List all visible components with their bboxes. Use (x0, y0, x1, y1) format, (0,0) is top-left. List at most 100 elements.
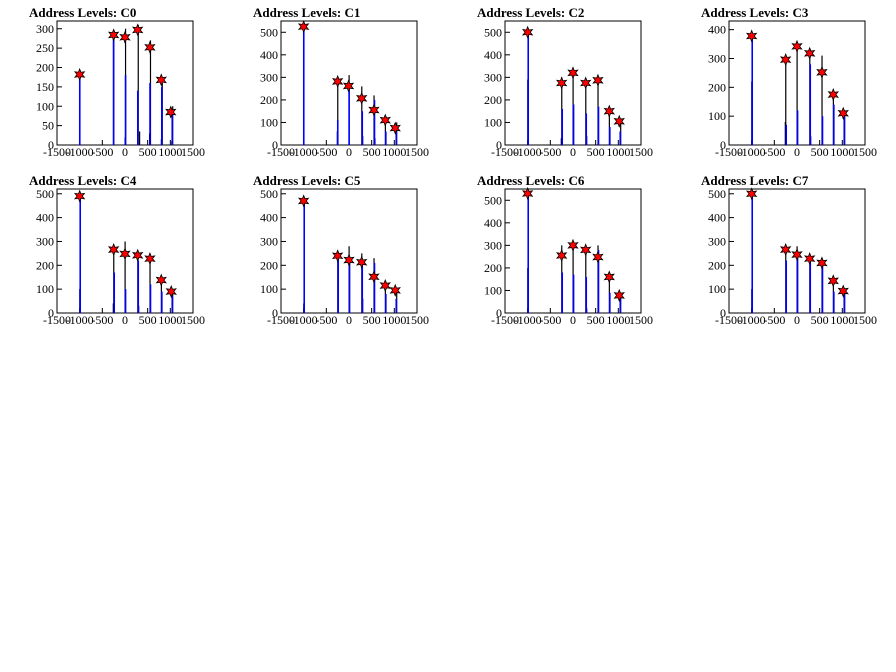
y-tick-label: 150 (36, 80, 54, 94)
x-tick-label: 500 (587, 313, 605, 327)
y-tick-label: 300 (708, 51, 726, 65)
x-tick-label: 500 (587, 145, 605, 159)
peak-marker (791, 39, 803, 53)
x-tick-label: 500 (363, 145, 381, 159)
x-tick-label: 0 (570, 145, 576, 159)
y-tick-label: 300 (708, 234, 726, 248)
y-tick-label: 200 (36, 258, 54, 272)
x-tick-label: 0 (122, 313, 128, 327)
histogram-bar-blue (149, 284, 152, 313)
x-tick-label: -1000 (66, 145, 94, 159)
peak-marker (144, 40, 156, 54)
x-tick-label: 1500 (181, 313, 205, 327)
chart-title: Address Levels: C1 (253, 5, 360, 20)
y-tick-label: 500 (484, 193, 502, 207)
peak-marker (165, 105, 177, 119)
x-tick-label: -500 (539, 313, 561, 327)
x-tick-label: -1500 (267, 313, 295, 327)
peak-marker (379, 279, 391, 293)
peak-marker (389, 283, 401, 297)
histogram-bar-blue (796, 110, 799, 145)
x-tick-label: -500 (315, 313, 337, 327)
peak-marker (155, 273, 167, 287)
peak-marker (73, 67, 86, 82)
x-tick-label: 1000 (382, 313, 406, 327)
peak-marker (837, 284, 849, 298)
y-tick-label: 500 (708, 187, 726, 201)
y-tick-label: 500 (260, 187, 278, 201)
x-tick-label: -1500 (491, 145, 519, 159)
histogram-bar-blue (361, 265, 364, 313)
peak-marker (567, 238, 579, 252)
peak-marker (592, 250, 604, 264)
histogram-bar-blue (395, 298, 398, 313)
x-tick-label: -1000 (514, 145, 542, 159)
histogram-bar (796, 44, 798, 146)
y-tick-label: 500 (36, 187, 54, 201)
chart-title: Address Levels: C5 (253, 173, 361, 188)
peak-marker (165, 284, 177, 299)
histogram-bar-blue (527, 193, 530, 313)
x-tick-label: 0 (570, 313, 576, 327)
x-tick-label: 500 (139, 313, 157, 327)
peak-marker (579, 76, 592, 90)
x-tick-label: 1000 (830, 145, 854, 159)
chart-title: Address Levels: C2 (477, 5, 584, 20)
y-tick-label: 100 (484, 283, 502, 297)
histogram-bar-blue (809, 64, 812, 145)
x-tick-label: -1000 (290, 313, 318, 327)
peak-marker (579, 243, 592, 257)
y-tick-label: 0 (272, 138, 278, 152)
histogram-bar-blue (619, 131, 622, 145)
peak-marker (131, 23, 144, 37)
histogram-bar-blue (124, 75, 127, 145)
y-tick-label: 100 (260, 115, 278, 129)
peak-marker (816, 65, 828, 79)
chart-panel-2: Address Levels: C20100200300400500-1500-… (477, 5, 653, 159)
histogram-bar-blue (561, 108, 564, 145)
chart-title: Address Levels: C7 (701, 173, 809, 188)
histogram-bar-blue (303, 200, 306, 313)
histogram-bar-blue (821, 265, 824, 313)
y-tick-label: 300 (484, 238, 502, 252)
histogram-bar-blue (619, 297, 622, 313)
peak-marker (389, 121, 401, 135)
histogram-bar-blue (751, 35, 754, 145)
y-tick-label: 300 (36, 234, 54, 248)
y-tick-label: 400 (484, 48, 502, 62)
peak-marker (131, 248, 144, 262)
x-tick-label: -1000 (738, 145, 766, 159)
chart-panel-0: Address Levels: C0 0 50 100 150 200 250 300 -150… (29, 5, 205, 159)
histogram-bar-blue (124, 289, 127, 313)
x-tick-label: -1000 (514, 313, 542, 327)
y-tick-label: 400 (260, 211, 278, 225)
peak-marker (342, 79, 355, 93)
y-tick-label: 200 (260, 258, 278, 272)
histogram-bar-blue (373, 99, 376, 145)
y-tick-label: 200 (260, 93, 278, 107)
chart-title: Address Levels: C4 (29, 173, 137, 188)
histogram-bar-blue (137, 260, 140, 313)
chart-panel-6: Address Levels: C60100200300400500-1500-… (477, 173, 653, 327)
histogram-bar-blue (337, 258, 340, 313)
y-tick-label: 250 (36, 41, 54, 55)
histogram-bar-blue (78, 75, 81, 145)
histogram-bar-blue (833, 291, 835, 313)
y-tick-label: 0 (272, 306, 278, 320)
x-tick-label: 1500 (405, 313, 429, 327)
peak-marker (73, 189, 86, 203)
histogram-bar-blue (79, 196, 82, 313)
y-tick-label: 200 (484, 93, 502, 107)
histogram-bar (785, 55, 787, 145)
peak-marker (379, 113, 391, 127)
peak-marker (521, 25, 534, 39)
histogram-bar-blue (785, 260, 788, 313)
y-tick-label: 0 (496, 306, 502, 320)
histogram-bar-blue (161, 86, 163, 145)
x-tick-label: 0 (794, 145, 800, 159)
peak-marker (779, 53, 792, 67)
y-tick-label: 100 (36, 99, 54, 113)
histogram-bar-blue (597, 106, 600, 145)
peak-marker (779, 242, 792, 257)
x-tick-label: -1500 (43, 145, 71, 159)
